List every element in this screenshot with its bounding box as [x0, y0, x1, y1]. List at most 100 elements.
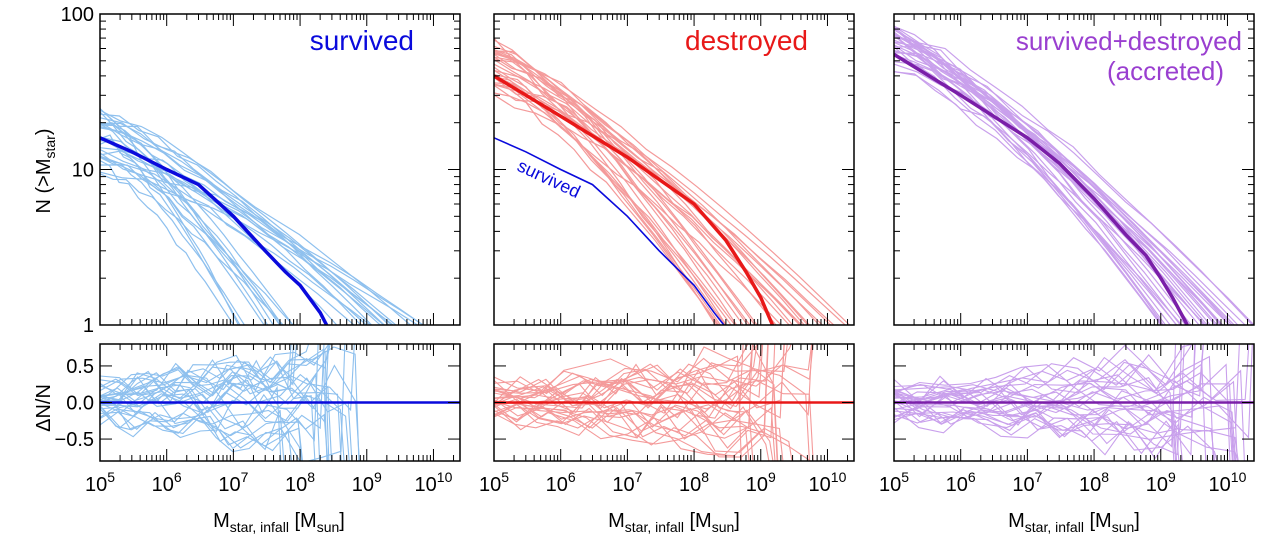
- residual-line: [100, 344, 295, 398]
- residual-area: [894, 344, 1254, 461]
- panel-frame: [99, 13, 461, 326]
- residual-line: [894, 344, 1185, 439]
- residual-line: [100, 344, 292, 397]
- xlabel-sub2: sun: [1112, 519, 1135, 535]
- realization-line: [100, 122, 385, 325]
- panel-top-left: 1 10 100 survived: [61, 4, 461, 337]
- residual-line: [494, 405, 812, 461]
- realization-line: [100, 122, 269, 325]
- residual-line: [100, 376, 333, 461]
- realization-line: [894, 41, 1239, 325]
- plot-area: [894, 25, 1254, 325]
- x-tick-label: 107: [612, 469, 642, 496]
- realization-line: [894, 25, 1253, 325]
- residual-line: [100, 364, 360, 461]
- survived-annotation: survived: [514, 155, 583, 201]
- realization-line: [894, 54, 1171, 325]
- realization-line: [494, 51, 850, 325]
- xlabel-mid: [M: [684, 510, 712, 532]
- realization-line: [894, 71, 1183, 325]
- panel-bottom-middle: 105 106 107 108 109 1010: [479, 343, 855, 496]
- residual-line: [100, 375, 342, 461]
- residual-line: [894, 401, 1239, 461]
- x-tick-label: 1010: [415, 469, 453, 496]
- x-tick-label: 109: [352, 469, 382, 496]
- realization-line: [494, 56, 744, 325]
- residual-line: [494, 344, 763, 409]
- residual-line: [494, 410, 750, 461]
- x-tick-label: 108: [679, 469, 709, 496]
- panel-title: survived+destroyed: [1016, 26, 1242, 56]
- x-tick-label: 105: [879, 469, 909, 496]
- realization-line: [894, 70, 1206, 325]
- xlabel-sub2: sun: [712, 519, 735, 535]
- realization-line: [100, 122, 294, 325]
- residual-line: [894, 355, 1214, 461]
- xlabel-close: ]: [1134, 510, 1140, 532]
- residual-line: [494, 344, 754, 449]
- realization-line: [100, 108, 362, 325]
- residual-line: [100, 344, 310, 402]
- panel-title: survived: [310, 25, 414, 56]
- panel-bottom-right: 105 106 107 108 109 1010: [879, 343, 1255, 496]
- panel-top-right: survived+destroyed(accreted): [893, 13, 1255, 326]
- residual-line: [894, 344, 1195, 401]
- y-tick-label: 10: [72, 160, 94, 182]
- y-tick-label: 100: [61, 4, 94, 26]
- realization-line: [494, 37, 756, 325]
- residual-line: [100, 403, 293, 461]
- x-tick-label: 106: [152, 469, 182, 496]
- xlabel-mid: [M: [1084, 510, 1112, 532]
- x-tick-label: 108: [285, 469, 315, 496]
- residual-line: [100, 344, 297, 401]
- realization-line: [100, 147, 384, 325]
- svg-text:Mstar, infall [Msun]: Mstar, infall [Msun]: [213, 510, 345, 535]
- y-tick-label: 0.5: [66, 356, 94, 378]
- residual-line: [494, 344, 813, 419]
- panel-title: destroyed: [685, 25, 808, 56]
- residual-line: [494, 403, 793, 461]
- realization-line: [894, 29, 1164, 325]
- plot-area: [494, 37, 850, 325]
- x-tick-label: 109: [1146, 469, 1176, 496]
- x-tick-label: 1010: [809, 469, 847, 496]
- realization-line: [494, 45, 809, 325]
- residual-line: [894, 387, 1177, 461]
- realization-line: [494, 69, 846, 325]
- residual-line: [894, 344, 1250, 414]
- xlabel-close: ]: [734, 510, 740, 532]
- realization-line: [100, 137, 367, 325]
- xlabel-main: M: [608, 510, 625, 532]
- realization-line: [100, 127, 397, 325]
- x-tick-label: 107: [218, 469, 248, 496]
- residual-line: [494, 344, 813, 404]
- realization-line: [894, 46, 1163, 325]
- y-tick-label: −0.5: [55, 429, 94, 451]
- x-axis-label-right: Mstar, infall [Msun]: [1008, 510, 1140, 535]
- xlabel-main: M: [1008, 510, 1025, 532]
- x-tick-label: 106: [946, 469, 976, 496]
- residual-line: [100, 346, 360, 461]
- residual-line: [100, 361, 316, 461]
- realization-line: [100, 138, 265, 325]
- x-tick-label: 105: [479, 469, 509, 496]
- residual-line: [894, 344, 1204, 397]
- panel-title-line2: (accreted): [1107, 56, 1224, 86]
- realization-line: [100, 164, 371, 325]
- residual-line: [494, 368, 810, 461]
- realization-line: [494, 58, 751, 325]
- residual-line: [494, 344, 769, 458]
- realization-line: [100, 125, 338, 325]
- x-axis-label-left: Mstar, infall [Msun]: [213, 510, 345, 535]
- realization-line: [494, 53, 820, 325]
- xlabel-sub2: sun: [317, 519, 340, 535]
- residual-line: [100, 350, 330, 461]
- realization-line: [100, 121, 381, 325]
- plot-area: [100, 108, 424, 325]
- realization-line: [894, 41, 1177, 325]
- x-tick-label: 109: [746, 469, 776, 496]
- realization-line: [100, 134, 241, 325]
- residual-line: [494, 344, 759, 396]
- panel-top-middle: destroyed survived: [493, 13, 855, 326]
- residual-line: [494, 344, 792, 404]
